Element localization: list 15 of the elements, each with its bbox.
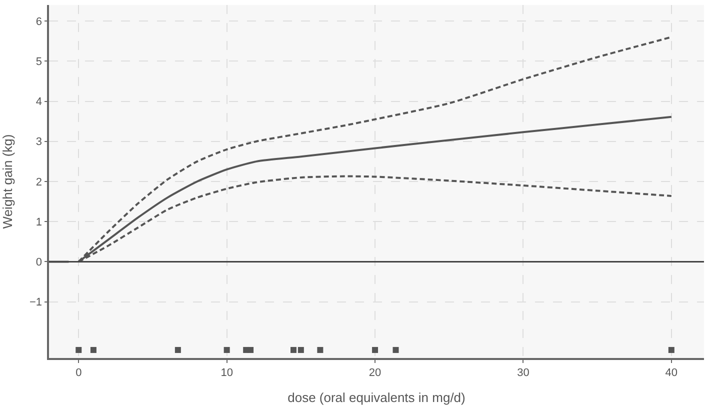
y-tick-label: −1 (30, 296, 42, 309)
y-tick-label: 6 (36, 16, 42, 28)
y-tick-label: 4 (36, 96, 42, 108)
y-tick-label: 3 (36, 136, 42, 148)
y-tick-label: 1 (36, 216, 42, 228)
x-tick-label: 30 (517, 366, 530, 379)
y-axis-title: Weight gain (kg) (0, 134, 15, 229)
x-tick-label: 10 (220, 366, 233, 379)
x-tick-label: 40 (665, 366, 678, 379)
x-axis-title: dose (oral equivalents in mg/d) (288, 390, 466, 406)
y-tick-label: 2 (36, 176, 42, 188)
x-tick-label: 20 (368, 366, 382, 379)
y-tick-label: 5 (36, 56, 42, 68)
x-tick-label: 0 (76, 366, 82, 379)
y-tick-label: 0 (36, 256, 42, 269)
